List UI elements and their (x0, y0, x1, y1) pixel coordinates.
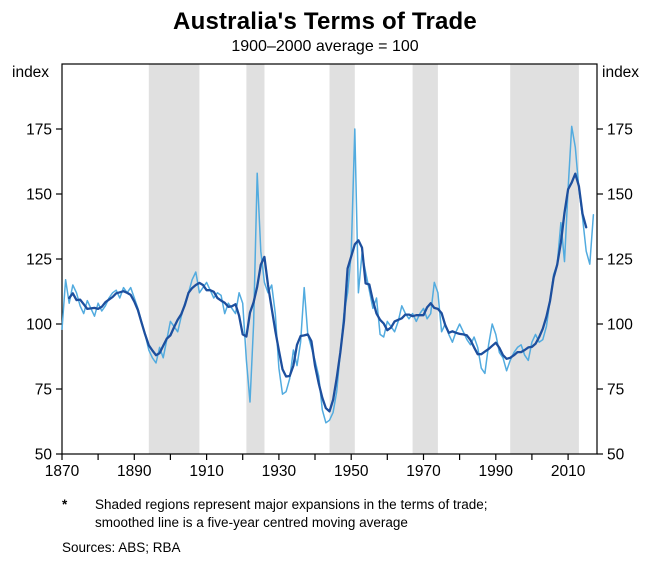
footnote-marker: * (62, 497, 68, 512)
y-tick-label-right: 75 (607, 382, 624, 399)
x-tick-label: 1930 (262, 463, 297, 480)
annual-series-line (61, 125, 595, 424)
x-tick-label: 1910 (189, 463, 224, 480)
footnote-line1: Shaded regions represent major expansion… (95, 497, 488, 512)
expansion-band (412, 64, 438, 454)
x-tick-label: 2010 (551, 463, 586, 480)
footnote: * Shaded regions represent major expansi… (0, 486, 650, 532)
smoothed-series-line (68, 172, 588, 413)
y-tick-label-left: 75 (35, 382, 52, 399)
y-tick-label-right: 150 (607, 187, 633, 204)
expansion-band (510, 64, 579, 454)
y-tick-label-right: 125 (607, 252, 633, 269)
sources-line: Sources: ABS; RBA (62, 540, 181, 556)
y-tick-label-left: 125 (26, 252, 52, 269)
x-tick-label: 1890 (117, 463, 152, 480)
chart-title: Australia's Terms of Trade (173, 8, 477, 35)
x-tick-label: 1990 (479, 463, 514, 480)
footnote-line2: smoothed line is a five-year centred mov… (95, 515, 408, 531)
y-tick-label-left: 150 (26, 187, 52, 204)
y-tick-label-left: 50 (35, 447, 53, 464)
plot-frame (61, 63, 598, 455)
x-tick-label: 1970 (406, 463, 441, 480)
unit-label-left: index (12, 64, 49, 81)
y-tick-label-left: 100 (26, 317, 52, 334)
footnote-text: Shaded regions represent major expansion… (95, 496, 487, 532)
y-tick-label-right: 50 (607, 447, 625, 464)
y-tick-label-left: 175 (26, 122, 52, 139)
unit-label-right: index (602, 64, 639, 81)
x-tick-label: 1870 (45, 463, 80, 480)
expansion-band (148, 64, 200, 454)
x-tick-label: 1950 (334, 463, 369, 480)
y-tick-label-right: 175 (607, 122, 633, 139)
chart-subtitle: 1900–2000 average = 100 (231, 38, 419, 55)
y-tick-label-right: 100 (607, 317, 633, 334)
chart-svg: 1870 1890 1910 1930 1950 1970 1990 2010 50 50 75 75… (12, 63, 639, 480)
